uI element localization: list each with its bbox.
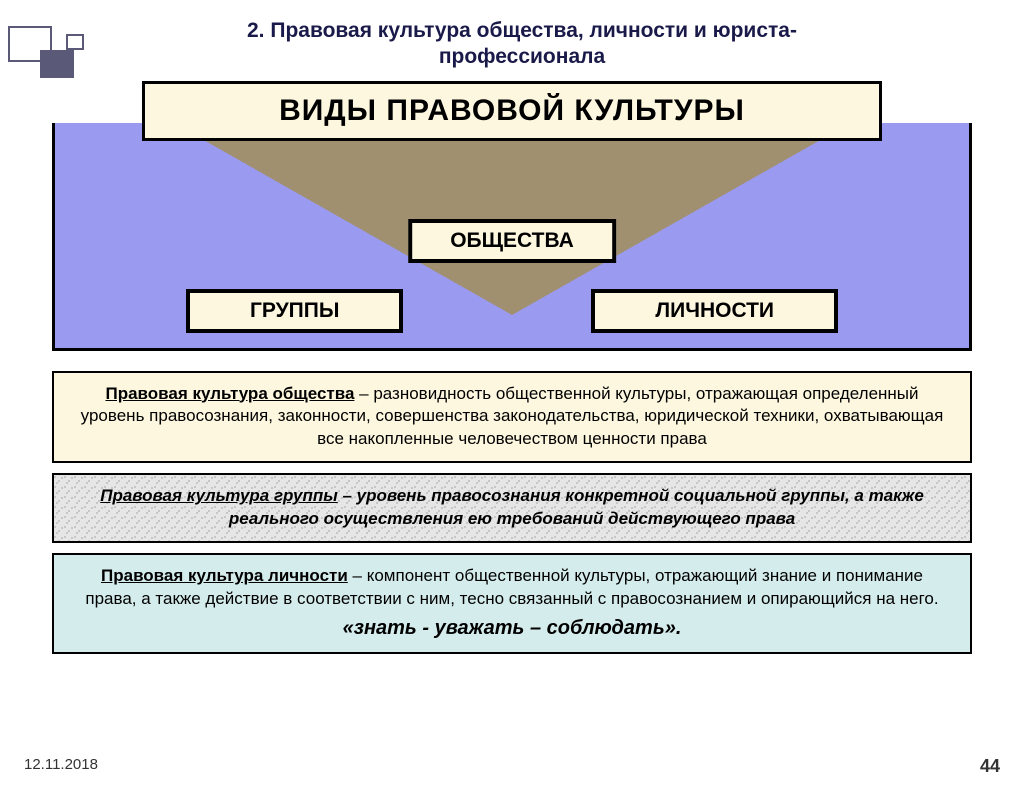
term-person: Правовая культура личности: [101, 566, 348, 585]
title-line2: профессионала: [439, 45, 605, 68]
group-label: ГРУППЫ: [250, 299, 339, 322]
slogan: «знать - уважать – соблюдать».: [78, 615, 946, 642]
main-concept-box: ВИДЫ ПРАВОВОЙ КУЛЬТУРЫ: [142, 81, 882, 141]
decor-square: [66, 34, 84, 50]
person-label: ЛИЧНОСТИ: [655, 299, 774, 322]
definition-society: Правовая культура общества – разновиднос…: [52, 371, 972, 464]
definition-group: Правовая культура группы – уровень право…: [52, 473, 972, 543]
person-box: ЛИЧНОСТИ: [591, 289, 838, 333]
term-society: Правовая культура общества: [105, 384, 354, 403]
main-concept-label: ВИДЫ ПРАВОВОЙ КУЛЬТУРЫ: [279, 94, 745, 127]
definition-person: Правовая культура личности – компонент о…: [52, 553, 972, 654]
term-group: Правовая культура группы: [100, 486, 338, 505]
decor-square: [40, 50, 74, 78]
sub-row: ГРУППЫ ЛИЧНОСТИ: [52, 289, 972, 333]
society-label: ОБЩЕСТВА: [450, 229, 574, 252]
group-box: ГРУППЫ: [186, 289, 403, 333]
decor-squares: [8, 26, 98, 86]
definitions: Правовая культура общества – разновиднос…: [52, 371, 972, 655]
title-line1: 2. Правовая культура общества, личности …: [247, 19, 797, 42]
diagram: ВИДЫ ПРАВОВОЙ КУЛЬТУРЫ ОБЩЕСТВА ГРУППЫ Л…: [52, 81, 972, 361]
society-box: ОБЩЕСТВА: [408, 219, 616, 263]
slide-title: 2. Правовая культура общества, личности …: [110, 18, 934, 71]
